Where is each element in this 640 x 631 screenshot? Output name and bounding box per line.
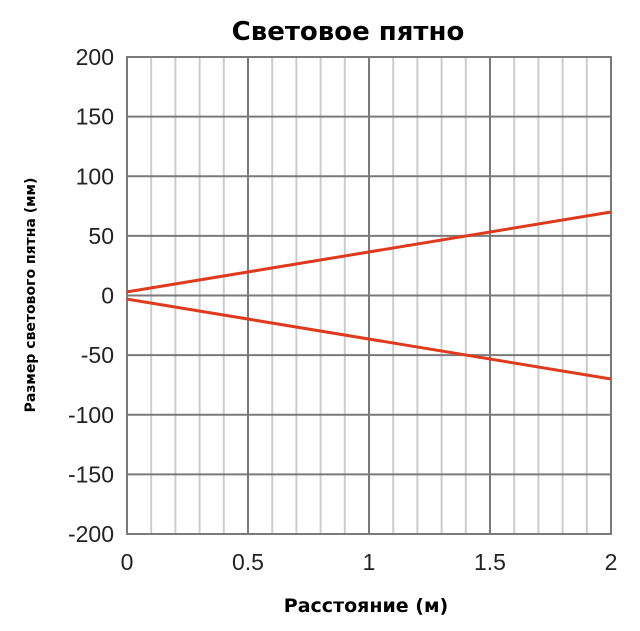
series-lines <box>126 210 612 381</box>
y-axis-label: Размер светового пятна (мм) <box>23 178 39 413</box>
major-grid <box>127 57 611 534</box>
x-axis-label: Расстояние (м) <box>284 595 448 617</box>
y-tick-label: 50 <box>88 223 114 249</box>
y-tick-label: -100 <box>68 402 114 428</box>
y-tick-label: 100 <box>76 163 114 189</box>
series-line <box>126 297 612 381</box>
plot-frame <box>126 56 612 535</box>
y-tick-label: -50 <box>81 342 114 368</box>
y-tick-label: -150 <box>68 461 114 487</box>
y-tick-label: -200 <box>68 521 114 547</box>
x-tick-label: 2 <box>605 549 618 575</box>
y-tick-label: 200 <box>76 44 114 70</box>
series-line <box>126 210 612 294</box>
y-tick-labels: 200 150 100 50 0 -50 -100 -150 -200 <box>68 44 114 547</box>
y-tick-label: 0 <box>101 283 114 309</box>
x-tick-label: 0 <box>121 549 134 575</box>
y-tick-label: 150 <box>76 104 114 130</box>
x-tick-label: 0.5 <box>232 549 264 575</box>
x-tick-labels: 0 0.5 1 1.5 2 <box>121 549 618 575</box>
x-tick-label: 1 <box>363 549 376 575</box>
chart-title: Световое пятно <box>232 17 465 47</box>
x-tick-label: 1.5 <box>474 549 506 575</box>
